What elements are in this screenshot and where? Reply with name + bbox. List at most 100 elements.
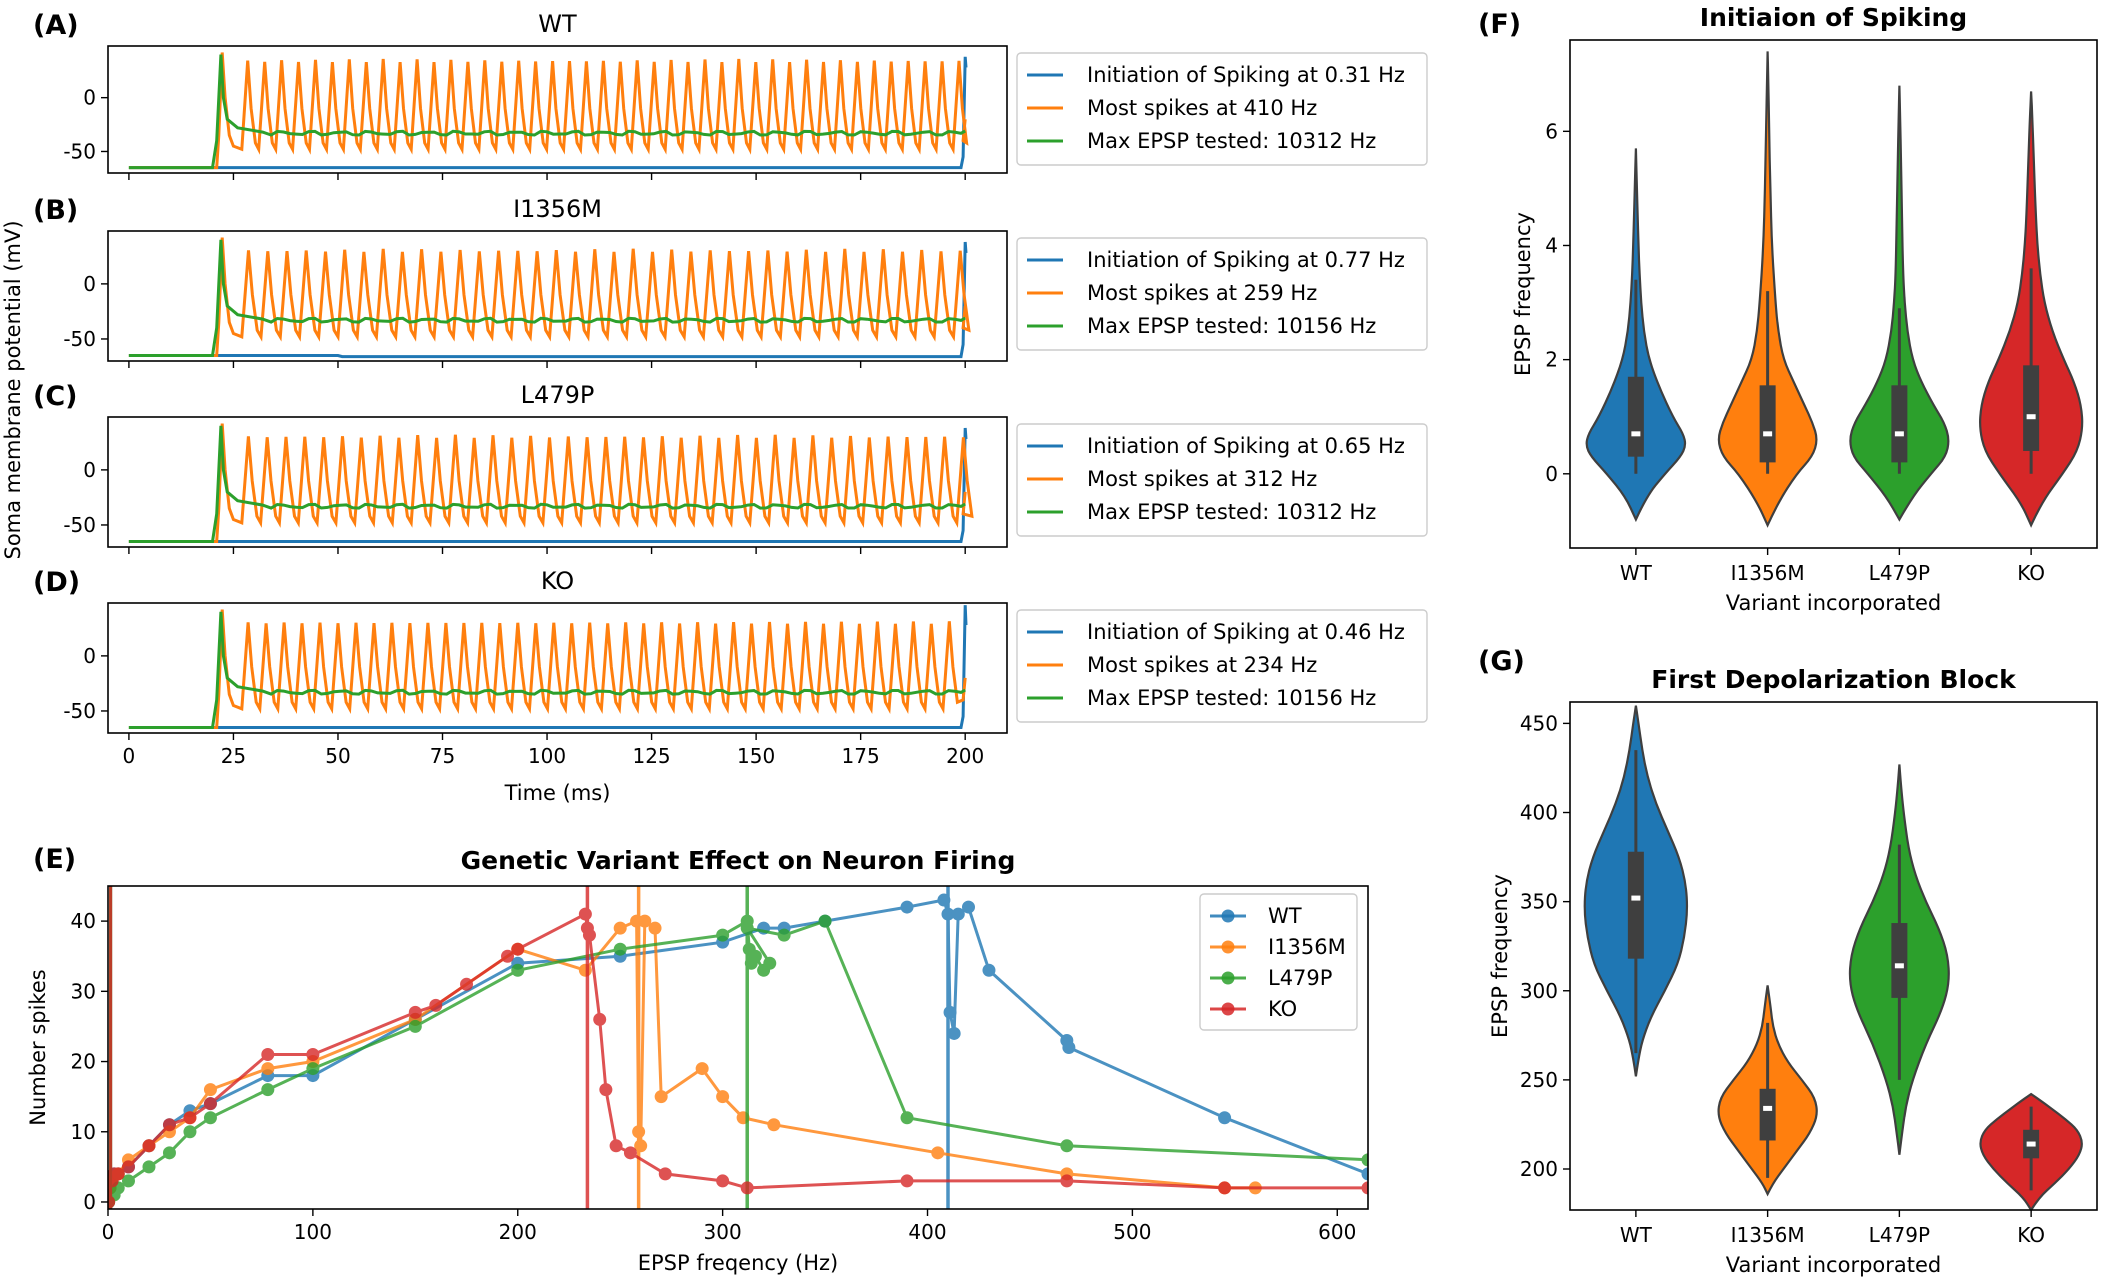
- chart-plot-area: [108, 886, 1368, 1209]
- legend-entry: Max EPSP tested: 10156 Hz: [1087, 314, 1376, 338]
- legend-entry: L479P: [1268, 966, 1332, 990]
- series-ko: [108, 886, 1368, 1209]
- x-tick-label: 25: [221, 744, 246, 768]
- y-tick-label: 400: [1520, 801, 1558, 825]
- data-point: [900, 900, 914, 914]
- legend-entry: Most spikes at 234 Hz: [1087, 653, 1317, 677]
- legend-entry: KO: [1268, 997, 1297, 1021]
- trace-axes-frame: [107, 416, 1008, 548]
- series-line: [108, 911, 1368, 1203]
- violin-l479p: [1849, 85, 1950, 522]
- x-tick-label: L479P: [1869, 561, 1930, 585]
- legend-entry: WT: [1268, 904, 1302, 928]
- x-tick-label: KO: [2017, 561, 2045, 585]
- legend-frame: [1199, 893, 1358, 1031]
- y-tick-label: 450: [1520, 711, 1558, 735]
- data-point: [931, 1146, 945, 1160]
- violin-axes-frame: [1569, 701, 2098, 1211]
- violin-axes-frame: [1569, 39, 2098, 549]
- data-point: [951, 907, 965, 921]
- data-point: [658, 1167, 672, 1181]
- data-point: [613, 942, 627, 956]
- data-point: [460, 977, 474, 991]
- panel-letter: (C): [33, 381, 78, 412]
- traces-y-label: Soma membrane potential (mV): [1, 220, 25, 559]
- data-point: [599, 1083, 613, 1097]
- max-epsp-trace-line: [128, 239, 966, 357]
- data-point: [648, 921, 662, 935]
- violin-median: [1763, 431, 1773, 437]
- x-tick-label: I1356M: [1731, 561, 1805, 585]
- violin-median: [1763, 1105, 1773, 1111]
- data-point: [261, 1083, 275, 1097]
- chart-axes-frame: [107, 885, 1369, 1210]
- max-epsp-trace-line: [128, 611, 966, 729]
- legend-marker: [1221, 971, 1235, 985]
- y-tick-label: 30: [71, 979, 96, 1003]
- data-point: [162, 1118, 176, 1132]
- data-point: [162, 1146, 176, 1160]
- x-tick-label: 100: [528, 744, 566, 768]
- initiation-violin-group: (F) Initiaion of Spiking WT I1356M L479P KO 0 2…: [1478, 3, 2098, 615]
- x-tick-label: 75: [430, 744, 455, 768]
- data-point: [1218, 1111, 1232, 1125]
- series-line: [108, 898, 1368, 1203]
- legend-entry: Initiation of Spiking at 0.77 Hz: [1087, 248, 1405, 272]
- violin-i1356m: [1717, 51, 1818, 528]
- data-point: [767, 1118, 781, 1132]
- data-point: [203, 1083, 217, 1097]
- trace-axes-frame: [107, 230, 1008, 362]
- legend-marker: [1221, 909, 1235, 923]
- y-tick-label: 0: [1545, 462, 1558, 486]
- data-point: [593, 1012, 607, 1026]
- y-tick-label: -50: [63, 139, 96, 163]
- data-point: [511, 963, 525, 977]
- data-point: [1218, 1181, 1232, 1195]
- data-point: [763, 956, 777, 970]
- y-tick-label: 4: [1545, 233, 1558, 257]
- data-point: [777, 928, 791, 942]
- violin-ko: [1979, 1092, 2083, 1213]
- legend-entry: Max EPSP tested: 10156 Hz: [1087, 686, 1376, 710]
- data-point: [961, 900, 975, 914]
- data-point: [716, 1174, 730, 1188]
- panel-letter: (G): [1478, 646, 1525, 677]
- data-point: [609, 1139, 623, 1153]
- chart-legend: WT I1356M L479P KO: [1199, 893, 1358, 1031]
- violin-box: [1891, 385, 1908, 463]
- violin-median: [1894, 963, 1904, 969]
- data-point: [740, 921, 754, 935]
- data-point: [511, 942, 525, 956]
- x-tick-label: WT: [1620, 1223, 1653, 1247]
- panel-letter: (D): [33, 567, 80, 598]
- x-tick-label: 200: [499, 1220, 537, 1244]
- data-point: [818, 914, 832, 928]
- chart-title: Initiaion of Spiking: [1700, 3, 1967, 32]
- initiation-trace-line: [128, 56, 968, 170]
- data-point: [501, 949, 515, 963]
- violin-median: [1894, 431, 1904, 437]
- trace-legend: Initiation of Spiking at 0.46 Hz Most spi…: [1016, 609, 1428, 723]
- x-tick-label: 150: [737, 744, 775, 768]
- data-point: [900, 1174, 914, 1188]
- max-epsp-trace-line: [128, 425, 966, 543]
- trace-axes-frame: [107, 45, 1008, 174]
- x-tick-label: I1356M: [1731, 1223, 1805, 1247]
- y-tick-label: 20: [71, 1050, 96, 1074]
- data-point: [183, 1125, 197, 1139]
- data-point: [121, 1160, 135, 1174]
- violin-x-label: Variant incorporated: [1726, 1253, 1942, 1277]
- x-tick-label: 50: [325, 744, 350, 768]
- data-point: [654, 1090, 668, 1104]
- trace-panel-i1356m: (B) I1356M -50 0 Initiation of Spiking at 0.…: [33, 195, 1428, 368]
- initiation-trace-line: [128, 427, 968, 543]
- trace-panel-l479p: (C) L479P -50 0 Initiation of Spiking at 0.6…: [33, 381, 1428, 554]
- panel-title: WT: [538, 10, 577, 38]
- data-point: [111, 1167, 125, 1181]
- x-tick-label: 400: [908, 1220, 946, 1244]
- data-point: [408, 1005, 422, 1019]
- data-point: [183, 1111, 197, 1125]
- legend-entry: Max EPSP tested: 10312 Hz: [1087, 129, 1376, 153]
- data-point: [578, 907, 592, 921]
